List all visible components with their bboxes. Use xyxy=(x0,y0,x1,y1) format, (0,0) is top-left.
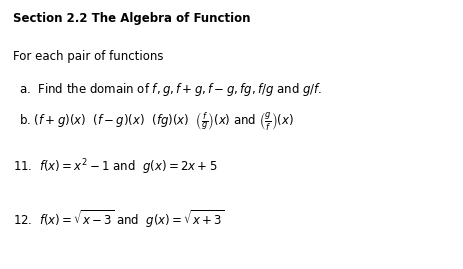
Text: 11.  $f(x) = x^2 - 1$ and  $g(x) = 2x + 5$: 11. $f(x) = x^2 - 1$ and $g(x) = 2x + 5$ xyxy=(13,157,217,177)
Text: Section 2.2 The Algebra of Function: Section 2.2 The Algebra of Function xyxy=(13,12,250,25)
Text: b. $(f + g)(x)$  $(f - g)(x)$  $(fg)(x)$  $\left(\frac{f}{g}\right)(x)$ and $\le: b. $(f + g)(x)$ $(f - g)(x)$ $(fg)(x)$ $… xyxy=(19,110,294,132)
Text: For each pair of functions: For each pair of functions xyxy=(13,50,163,63)
Text: a.  Find the domain of $f, g, f + g, f - g, fg, f/g$ and $g/f.$: a. Find the domain of $f, g, f + g, f - … xyxy=(19,81,323,98)
Text: 12.  $f(x) = \sqrt{x - 3}$ and  $g(x) = \sqrt{x + 3}$: 12. $f(x) = \sqrt{x - 3}$ and $g(x) = \s… xyxy=(13,208,225,230)
